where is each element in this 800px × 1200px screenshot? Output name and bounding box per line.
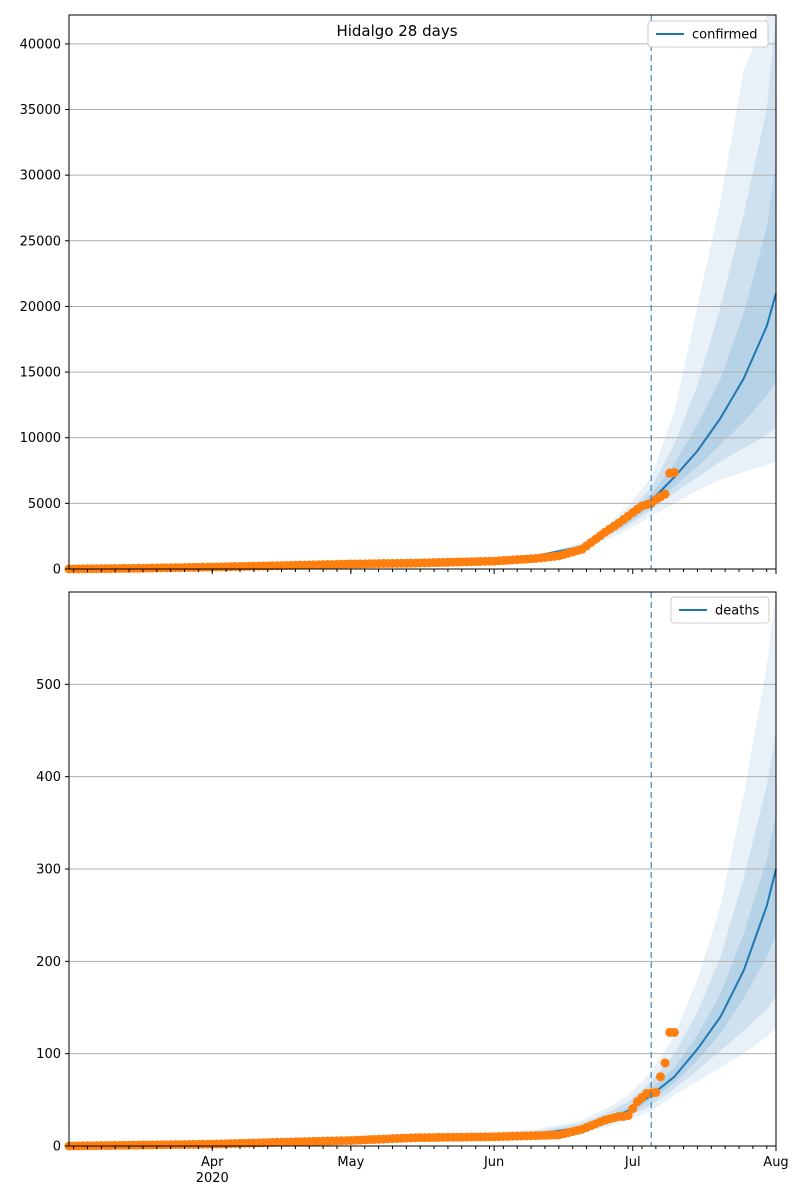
deaths-y-tick-label: 0 <box>53 1140 61 1155</box>
confirmed-gridlines <box>69 43 776 504</box>
confirmed-legend-label: confirmed <box>692 28 758 43</box>
deaths-observed-point <box>655 1072 665 1082</box>
confirmed-y-tick-label: 25000 <box>20 234 61 249</box>
deaths-y-tick-label: 300 <box>36 863 61 878</box>
x-tick-label: May <box>337 1155 364 1170</box>
x-tick-label: Jul <box>624 1155 641 1170</box>
deaths-legend-box <box>670 596 770 624</box>
confirmed-panel: 0 5000 10000 15000 20000 25000 30000 35000 40000… <box>20 14 777 578</box>
confirmed-legend-box <box>647 20 769 48</box>
x-tick-label: Jun <box>483 1155 504 1170</box>
deaths-y-tick-label: 200 <box>36 955 61 970</box>
deaths-legend-label: deaths <box>715 604 760 619</box>
confirmed-observed-point <box>660 489 670 499</box>
deaths-observed-point <box>651 1087 661 1097</box>
deaths-gridlines <box>69 683 776 1055</box>
confirmed-y-tick-label: 35000 <box>20 103 61 118</box>
deaths-legend: deaths <box>670 596 770 624</box>
deaths-observed-point <box>660 1058 670 1068</box>
deaths-y-tick-label: 500 <box>36 678 61 693</box>
deaths-band-2 <box>494 730 776 1138</box>
deaths-band-1 <box>494 592 776 1139</box>
deaths-observed-point <box>628 1104 638 1114</box>
confirmed-y-axis: 0 5000 10000 15000 20000 25000 30000 35000 40000 <box>20 37 69 578</box>
confirmed-y-tick-label: 15000 <box>20 366 61 381</box>
confirmed-uncertainty-bands <box>494 15 776 559</box>
confirmed-y-tick-label: 40000 <box>20 37 61 52</box>
deaths-uncertainty-bands <box>494 592 776 1139</box>
confirmed-y-tick-label: 20000 <box>20 300 61 315</box>
deaths-y-tick-label: 100 <box>36 1047 61 1062</box>
confirmed-y-tick-label: 10000 <box>20 431 61 446</box>
confirmed-y-tick-label: 0 <box>53 563 61 578</box>
confirmed-band-1 <box>494 15 776 559</box>
confirmed-x-axis <box>73 569 777 574</box>
x-tick-year-label: 2020 <box>196 1171 229 1186</box>
deaths-observed-point <box>623 1111 633 1121</box>
chart-title: Hidalgo 28 days <box>336 22 457 40</box>
confirmed-y-tick-label: 30000 <box>20 169 61 184</box>
deaths-y-tick-label: 400 <box>36 770 61 785</box>
confirmed-band-2 <box>494 15 776 559</box>
confirmed-observed-points <box>64 468 679 574</box>
confirmed-legend: confirmed <box>647 20 769 48</box>
confirmed-observed-point <box>669 468 679 478</box>
confirmed-plot-frame <box>68 14 777 570</box>
deaths-observed-point <box>669 1027 679 1037</box>
confirmed-y-tick-label: 5000 <box>28 497 61 512</box>
deaths-y-axis: 0 100 200 300 400 500 <box>36 678 69 1155</box>
x-tick-label: Aug <box>763 1155 788 1170</box>
x-tick-label: Apr <box>201 1155 224 1170</box>
deaths-observed-points <box>64 1027 679 1151</box>
